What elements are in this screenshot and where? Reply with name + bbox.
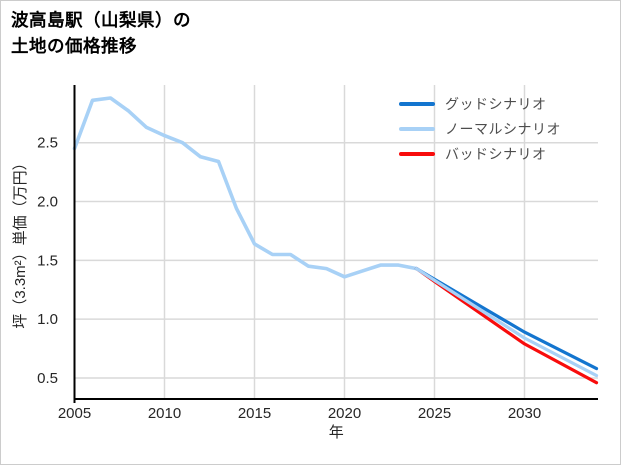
legend-line-icon bbox=[399, 101, 435, 106]
legend-label: ノーマルシナリオ bbox=[445, 120, 561, 137]
x-tick-label: 2005 bbox=[58, 405, 91, 422]
x-tick-label: 2015 bbox=[238, 405, 271, 422]
legend-label: バッドシナリオ bbox=[445, 145, 547, 162]
legend-label: グッドシナリオ bbox=[445, 95, 547, 112]
y-tick-label: 0.5 bbox=[37, 370, 58, 387]
legend: グッドシナリオ ノーマルシナリオ バッドシナリオ bbox=[399, 91, 561, 166]
x-tick-label: 2030 bbox=[508, 405, 541, 422]
title-line2: 土地の価格推移 bbox=[11, 36, 137, 56]
x-axis-label: 年 bbox=[329, 424, 344, 441]
page-title: 波高島駅（山梨県）の 土地の価格推移 bbox=[11, 7, 191, 59]
series-line-normal bbox=[414, 267, 599, 378]
title-line1: 波高島駅（山梨県）の bbox=[11, 10, 191, 30]
y-tick-label: 2.5 bbox=[37, 135, 58, 152]
legend-item-normal: ノーマルシナリオ bbox=[399, 116, 561, 141]
legend-item-good: グッドシナリオ bbox=[399, 91, 561, 116]
x-tick-label: 2025 bbox=[418, 405, 451, 422]
y-axis-label: 坪（3.3m²）単価（万円） bbox=[12, 155, 29, 328]
legend-line-icon bbox=[399, 151, 435, 156]
legend-item-bad: バッドシナリオ bbox=[399, 141, 561, 166]
y-tick-label: 2.0 bbox=[37, 194, 58, 211]
y-tick-label: 1.5 bbox=[37, 252, 58, 269]
y-tick-label: 1.0 bbox=[37, 311, 58, 328]
x-tick-label: 2020 bbox=[328, 405, 361, 422]
series-line-history bbox=[72, 96, 419, 279]
x-tick-label: 2010 bbox=[148, 405, 181, 422]
legend-line-icon bbox=[399, 126, 435, 131]
